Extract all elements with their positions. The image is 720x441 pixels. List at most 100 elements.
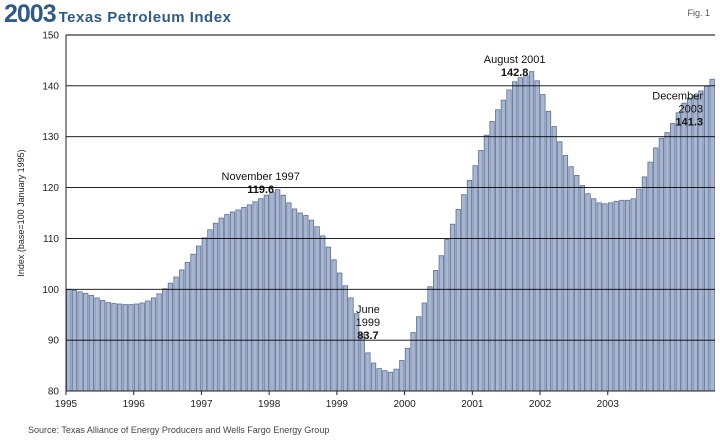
bar	[641, 176, 648, 392]
annotation-value: 119.6	[247, 184, 274, 196]
bar	[421, 302, 427, 392]
y-tick-label: 90	[48, 336, 60, 347]
bar	[438, 255, 444, 392]
bar	[692, 95, 698, 392]
bar	[320, 235, 326, 392]
bar	[241, 207, 247, 392]
chart-title: 2003 Texas Petroleum Index	[4, 0, 231, 28]
x-tick-label: 1997	[190, 399, 213, 410]
bar	[681, 102, 687, 392]
bar	[602, 203, 608, 392]
bar	[331, 259, 337, 392]
bar	[568, 166, 574, 392]
bar	[466, 180, 473, 392]
bar	[472, 165, 478, 392]
bar	[478, 150, 484, 392]
annotation-value: 142.8	[501, 67, 529, 79]
bar	[658, 137, 665, 392]
bar	[574, 174, 580, 392]
x-tick-label: 2002	[529, 399, 552, 410]
bar	[551, 126, 557, 392]
bar	[545, 110, 552, 392]
bar	[495, 109, 501, 392]
bar	[517, 77, 523, 392]
bar	[540, 94, 546, 392]
bar	[150, 297, 157, 392]
bar	[489, 121, 495, 392]
annotation-label: August 2001	[484, 54, 546, 66]
bar	[607, 202, 614, 392]
bar	[88, 294, 95, 392]
bar	[111, 303, 117, 392]
bar	[596, 202, 602, 392]
x-tick-label: 2003	[597, 399, 620, 410]
bar	[382, 370, 388, 392]
bar	[269, 191, 275, 392]
bar	[133, 303, 140, 392]
bar	[156, 293, 162, 392]
bar	[167, 282, 174, 392]
bar	[263, 194, 269, 392]
bar	[337, 272, 343, 392]
bar	[410, 332, 416, 392]
bar	[190, 253, 196, 392]
bar	[512, 81, 518, 392]
bar	[246, 204, 253, 392]
bar	[619, 199, 625, 392]
bar	[105, 302, 111, 392]
bar	[207, 229, 213, 392]
bar	[630, 198, 636, 392]
y-tick-label: 120	[42, 183, 59, 194]
y-tick-label: 110	[43, 234, 59, 245]
bar	[314, 226, 320, 392]
bar	[139, 302, 145, 392]
x-tick-label: 1996	[123, 399, 146, 410]
bar	[252, 201, 258, 392]
y-tick-label: 140	[42, 81, 59, 92]
bar	[416, 316, 422, 392]
bar	[461, 194, 467, 392]
bar	[579, 185, 585, 392]
annotation-label: 1999	[356, 317, 380, 329]
bar	[399, 360, 405, 392]
title-text: Texas Petroleum Index	[58, 9, 232, 26]
bar	[94, 297, 100, 392]
bar	[449, 223, 456, 392]
bar	[647, 161, 653, 392]
bar	[303, 215, 309, 392]
bar	[275, 189, 281, 392]
bar	[433, 270, 439, 392]
bar	[636, 188, 642, 392]
bar	[128, 304, 134, 392]
bar	[184, 261, 190, 392]
annotation-label: November 1997	[222, 171, 300, 183]
annotation-value: 83.7	[357, 330, 378, 342]
title-year: 2003	[4, 0, 57, 28]
x-tick-label: 1995	[55, 399, 78, 410]
bar	[348, 297, 354, 392]
bar	[444, 239, 450, 392]
bar	[308, 219, 315, 392]
bar	[686, 97, 693, 392]
bar	[675, 112, 681, 392]
bar	[370, 362, 377, 392]
bar	[365, 352, 371, 392]
bar	[122, 304, 128, 392]
annotation-label: December	[652, 91, 703, 103]
bar	[201, 237, 207, 392]
bar	[393, 368, 399, 392]
bar	[100, 300, 106, 392]
bar	[557, 141, 563, 392]
annotation-label: June	[356, 304, 380, 316]
bar	[670, 123, 676, 392]
bar	[195, 245, 202, 392]
y-axis-label: Index (base=100 January 1995)	[16, 149, 26, 276]
bar	[562, 155, 569, 392]
bar	[145, 300, 151, 392]
bar	[286, 202, 292, 392]
bar	[218, 217, 224, 392]
bar	[325, 246, 332, 392]
bar	[591, 198, 597, 392]
figure-label: Fig. 1	[687, 8, 710, 18]
